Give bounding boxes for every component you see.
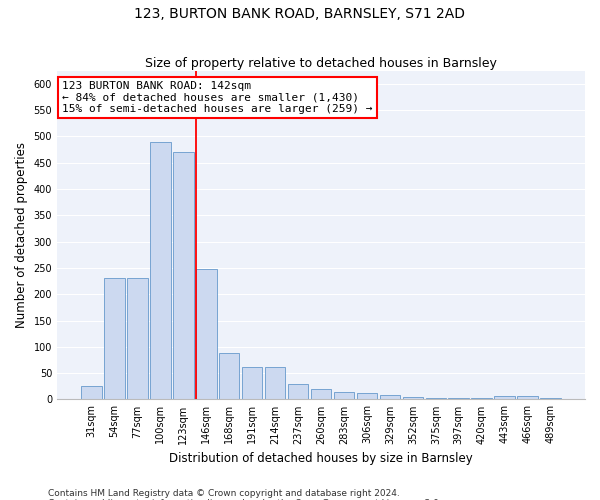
Bar — [242, 367, 262, 400]
Bar — [81, 386, 102, 400]
Bar — [334, 392, 355, 400]
Text: Contains public sector information licensed under the Open Government Licence v3: Contains public sector information licen… — [48, 498, 442, 500]
Bar — [472, 398, 492, 400]
Bar — [265, 367, 286, 400]
Bar — [196, 269, 217, 400]
Text: Contains HM Land Registry data © Crown copyright and database right 2024.: Contains HM Land Registry data © Crown c… — [48, 488, 400, 498]
Bar — [150, 142, 170, 400]
Bar — [448, 398, 469, 400]
Bar — [288, 384, 308, 400]
Bar — [173, 152, 194, 400]
Bar — [311, 389, 331, 400]
Title: Size of property relative to detached houses in Barnsley: Size of property relative to detached ho… — [145, 56, 497, 70]
Bar — [517, 396, 538, 400]
Bar — [127, 278, 148, 400]
Text: 123 BURTON BANK ROAD: 142sqm
← 84% of detached houses are smaller (1,430)
15% of: 123 BURTON BANK ROAD: 142sqm ← 84% of de… — [62, 80, 373, 114]
X-axis label: Distribution of detached houses by size in Barnsley: Distribution of detached houses by size … — [169, 452, 473, 465]
Y-axis label: Number of detached properties: Number of detached properties — [15, 142, 28, 328]
Bar — [104, 278, 125, 400]
Bar — [494, 396, 515, 400]
Bar — [403, 397, 423, 400]
Bar — [380, 395, 400, 400]
Text: 123, BURTON BANK ROAD, BARNSLEY, S71 2AD: 123, BURTON BANK ROAD, BARNSLEY, S71 2AD — [134, 8, 466, 22]
Bar — [541, 398, 561, 400]
Bar — [219, 353, 239, 400]
Bar — [425, 398, 446, 400]
Bar — [356, 393, 377, 400]
